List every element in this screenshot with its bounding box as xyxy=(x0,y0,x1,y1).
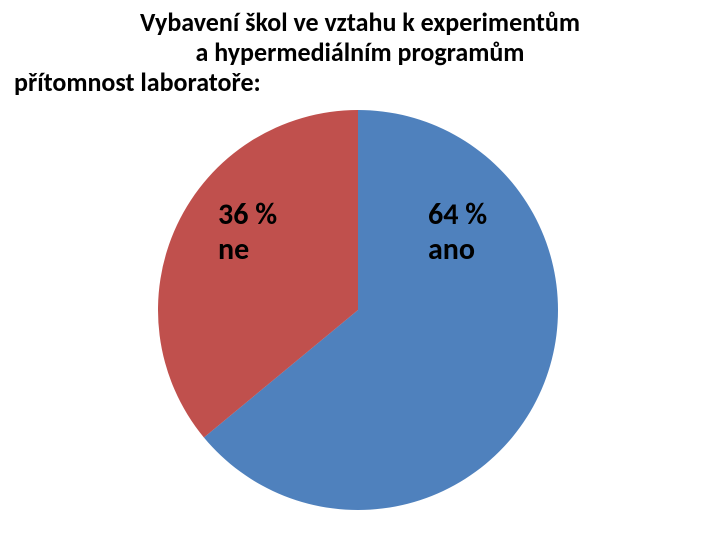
pie-label-ne: 36 % ne xyxy=(218,198,277,267)
pie-label-ano: 64 % ano xyxy=(428,198,487,267)
pie-chart xyxy=(0,0,720,540)
